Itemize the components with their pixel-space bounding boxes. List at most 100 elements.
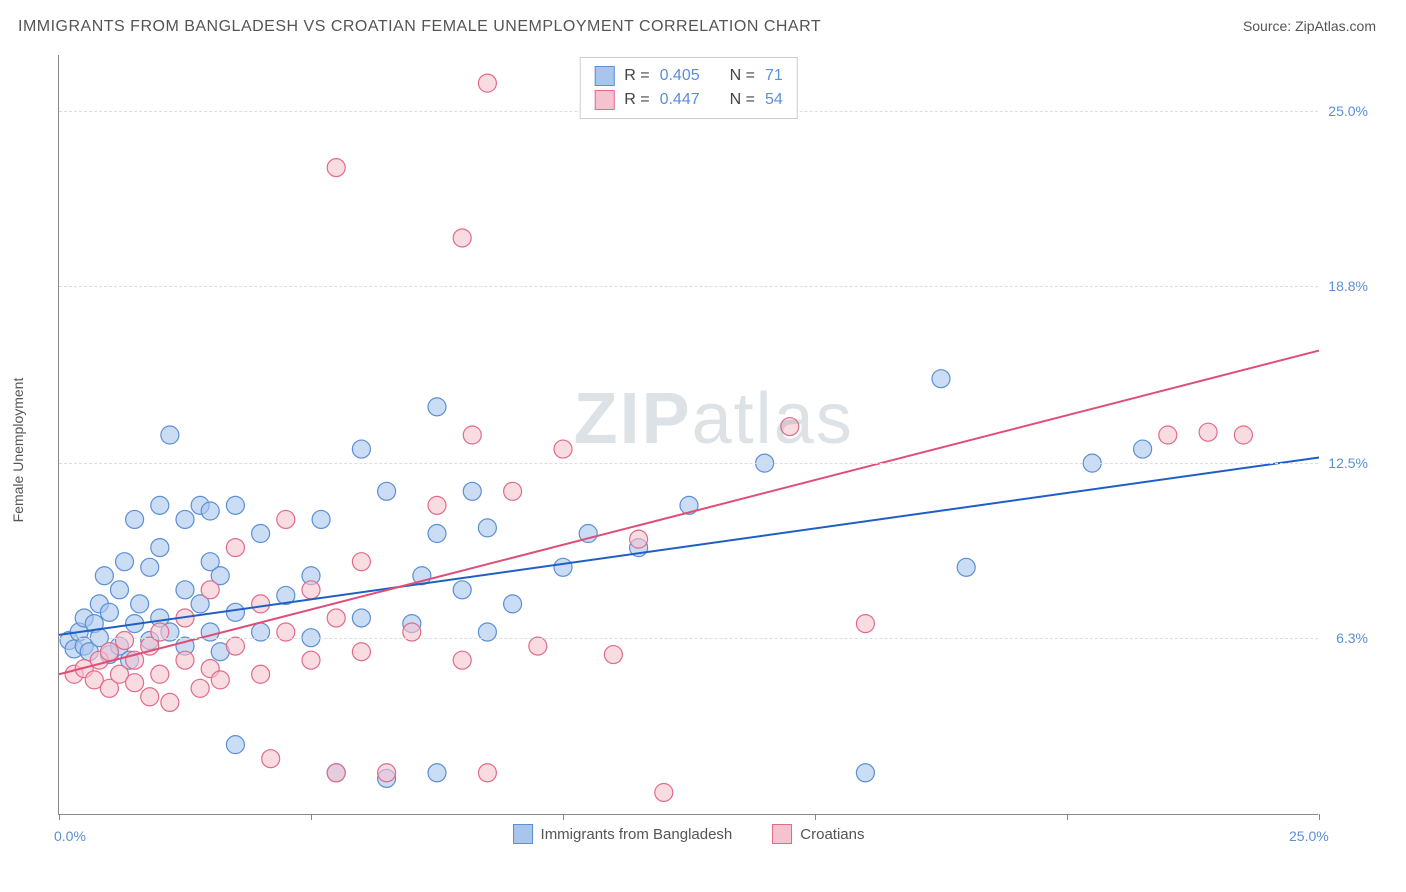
data-point [327, 609, 345, 627]
y-tick-label: 6.3% [1336, 630, 1368, 646]
data-point [226, 539, 244, 557]
data-point [141, 558, 159, 576]
data-point [655, 783, 673, 801]
data-point [856, 615, 874, 633]
data-point [116, 631, 134, 649]
data-point [478, 764, 496, 782]
legend-row-bangladesh: R = 0.405 N = 71 [594, 64, 783, 88]
grid-line [59, 286, 1318, 287]
data-point [554, 440, 572, 458]
r-value-1: 0.447 [660, 91, 700, 109]
data-point [176, 651, 194, 669]
correlation-legend: R = 0.405 N = 71 R = 0.447 N = 54 [579, 57, 798, 119]
r-label: R = [624, 91, 649, 109]
x-tick [815, 814, 816, 820]
data-point [630, 530, 648, 548]
data-point [151, 496, 169, 514]
r-value-0: 0.405 [660, 67, 700, 85]
data-point [100, 643, 118, 661]
plot-area: R = 0.405 N = 71 R = 0.447 N = 54 ZIPatl… [58, 55, 1318, 815]
data-point [191, 679, 209, 697]
y-tick-label: 25.0% [1328, 103, 1368, 119]
data-point [1234, 426, 1252, 444]
x-tick [311, 814, 312, 820]
data-point [252, 595, 270, 613]
data-point [302, 651, 320, 669]
data-point [226, 736, 244, 754]
x-tick [1067, 814, 1068, 820]
data-point [463, 482, 481, 500]
data-point [201, 502, 219, 520]
series-name-1: Croatians [800, 826, 864, 843]
x-tick-label: 0.0% [54, 828, 86, 844]
data-point [327, 159, 345, 177]
legend-swatch-pink [594, 90, 614, 110]
grid-line [59, 463, 1318, 464]
data-point [1199, 423, 1217, 441]
data-point [312, 510, 330, 528]
bottom-legend: Immigrants from Bangladesh Croatians [513, 824, 865, 844]
data-point [352, 440, 370, 458]
series-name-0: Immigrants from Bangladesh [541, 826, 733, 843]
data-point [352, 643, 370, 661]
data-point [554, 558, 572, 576]
data-point [352, 553, 370, 571]
grid-line [59, 638, 1318, 639]
data-point [856, 764, 874, 782]
data-point [151, 665, 169, 683]
legend-swatch-pink [772, 824, 792, 844]
data-point [252, 665, 270, 683]
data-point [428, 496, 446, 514]
trend-line [59, 458, 1319, 635]
data-point [161, 426, 179, 444]
bottom-legend-item-1: Croatians [772, 824, 864, 844]
data-point [95, 567, 113, 585]
data-point [151, 539, 169, 557]
data-point [126, 674, 144, 692]
data-point [262, 750, 280, 768]
legend-swatch-blue [594, 66, 614, 86]
data-point [252, 525, 270, 543]
data-point [176, 581, 194, 599]
data-point [116, 553, 134, 571]
data-point [126, 510, 144, 528]
data-point [453, 581, 471, 599]
data-point [327, 764, 345, 782]
data-point [428, 764, 446, 782]
data-point [453, 651, 471, 669]
data-point [453, 229, 471, 247]
data-point [957, 558, 975, 576]
data-point [226, 496, 244, 514]
chart-container: Female Unemployment R = 0.405 N = 71 R =… [48, 55, 1358, 845]
data-point [201, 581, 219, 599]
data-point [176, 510, 194, 528]
y-axis-label: Female Unemployment [10, 378, 26, 523]
y-tick-label: 12.5% [1328, 455, 1368, 471]
data-point [428, 398, 446, 416]
data-point [1159, 426, 1177, 444]
data-point [161, 693, 179, 711]
data-point [463, 426, 481, 444]
chart-title: IMMIGRANTS FROM BANGLADESH VS CROATIAN F… [18, 18, 821, 36]
n-label: N = [730, 91, 755, 109]
data-point [529, 637, 547, 655]
n-label: N = [730, 67, 755, 85]
n-value-0: 71 [765, 67, 783, 85]
x-tick-label: 25.0% [1289, 828, 1329, 844]
data-point [131, 595, 149, 613]
data-point [277, 510, 295, 528]
legend-swatch-blue [513, 824, 533, 844]
y-tick-label: 18.8% [1328, 278, 1368, 294]
data-point [226, 603, 244, 621]
data-point [1134, 440, 1152, 458]
data-point [211, 671, 229, 689]
data-point [428, 525, 446, 543]
data-point [226, 637, 244, 655]
trend-line [59, 351, 1319, 675]
data-point [352, 609, 370, 627]
data-point [378, 482, 396, 500]
x-tick [563, 814, 564, 820]
r-label: R = [624, 67, 649, 85]
data-point [100, 603, 118, 621]
data-point [478, 74, 496, 92]
